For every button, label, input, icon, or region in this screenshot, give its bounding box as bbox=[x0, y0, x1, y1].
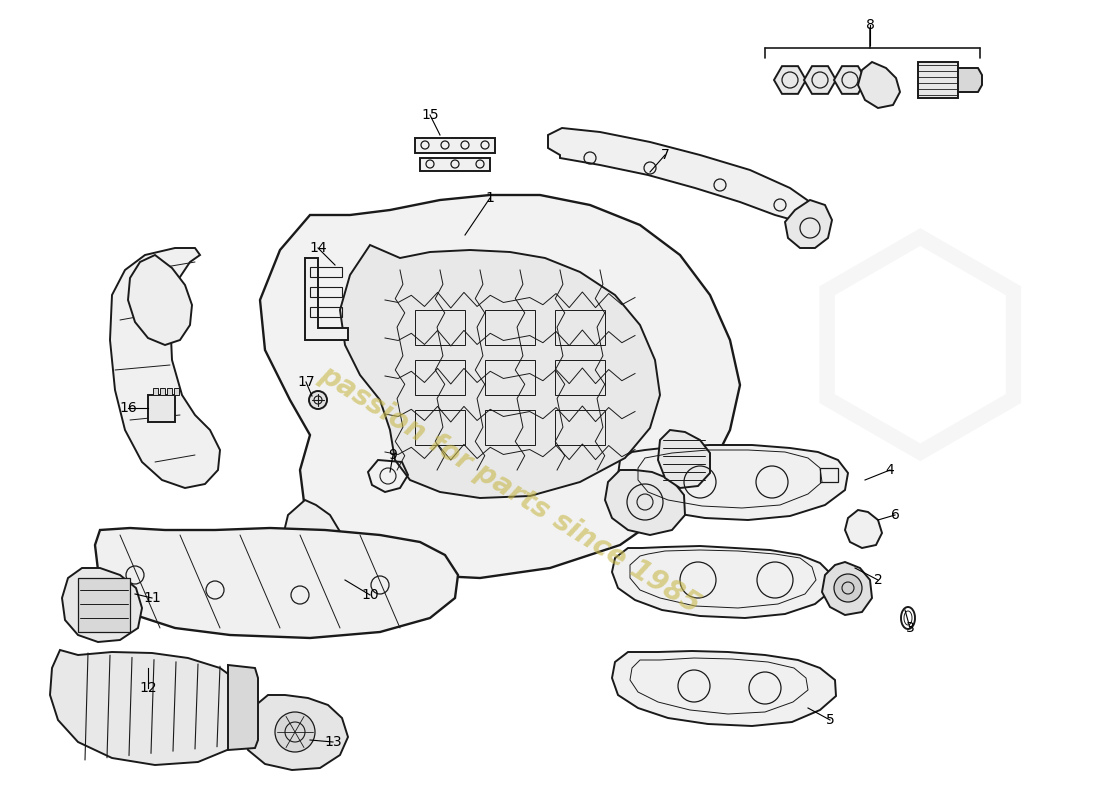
Text: 1: 1 bbox=[485, 191, 494, 205]
Polygon shape bbox=[305, 258, 348, 340]
Polygon shape bbox=[62, 568, 142, 642]
Polygon shape bbox=[160, 388, 165, 395]
Polygon shape bbox=[78, 578, 130, 632]
Polygon shape bbox=[958, 68, 982, 92]
Text: ⬡: ⬡ bbox=[799, 225, 1042, 495]
Polygon shape bbox=[128, 255, 192, 345]
Polygon shape bbox=[420, 158, 490, 171]
Polygon shape bbox=[242, 695, 348, 770]
Polygon shape bbox=[95, 528, 458, 638]
Text: 14: 14 bbox=[309, 241, 327, 255]
Text: passion for parts since 1985: passion for parts since 1985 bbox=[315, 361, 705, 619]
Text: 2: 2 bbox=[873, 573, 882, 587]
Polygon shape bbox=[228, 665, 258, 750]
Text: 3: 3 bbox=[905, 621, 914, 635]
Polygon shape bbox=[858, 62, 900, 108]
Polygon shape bbox=[548, 128, 812, 222]
Text: 9: 9 bbox=[388, 448, 397, 462]
Text: 13: 13 bbox=[324, 735, 342, 749]
Text: 12: 12 bbox=[140, 681, 157, 695]
Circle shape bbox=[275, 712, 315, 752]
Polygon shape bbox=[340, 245, 660, 498]
Polygon shape bbox=[822, 562, 872, 615]
Text: 6: 6 bbox=[891, 508, 900, 522]
Polygon shape bbox=[658, 430, 710, 488]
Polygon shape bbox=[605, 470, 685, 535]
Polygon shape bbox=[612, 651, 836, 726]
Text: 17: 17 bbox=[297, 375, 315, 389]
Text: 11: 11 bbox=[143, 591, 161, 605]
Polygon shape bbox=[282, 500, 345, 585]
Polygon shape bbox=[415, 138, 495, 153]
Polygon shape bbox=[174, 388, 179, 395]
Polygon shape bbox=[774, 66, 806, 94]
Polygon shape bbox=[918, 62, 958, 98]
Polygon shape bbox=[260, 195, 740, 578]
Polygon shape bbox=[845, 510, 882, 548]
Polygon shape bbox=[834, 66, 866, 94]
Text: 4: 4 bbox=[886, 463, 894, 477]
Text: 7: 7 bbox=[661, 148, 670, 162]
Polygon shape bbox=[785, 200, 832, 248]
Polygon shape bbox=[148, 395, 175, 422]
Text: 15: 15 bbox=[421, 108, 439, 122]
Text: 10: 10 bbox=[361, 588, 378, 602]
Polygon shape bbox=[110, 248, 220, 488]
Circle shape bbox=[834, 574, 862, 602]
Polygon shape bbox=[153, 388, 158, 395]
Text: 16: 16 bbox=[119, 401, 136, 415]
Text: 8: 8 bbox=[866, 18, 874, 32]
Polygon shape bbox=[50, 650, 252, 765]
Circle shape bbox=[309, 391, 327, 409]
Polygon shape bbox=[804, 66, 836, 94]
Polygon shape bbox=[612, 546, 832, 618]
Polygon shape bbox=[618, 445, 848, 520]
Text: 5: 5 bbox=[826, 713, 835, 727]
Polygon shape bbox=[167, 388, 172, 395]
